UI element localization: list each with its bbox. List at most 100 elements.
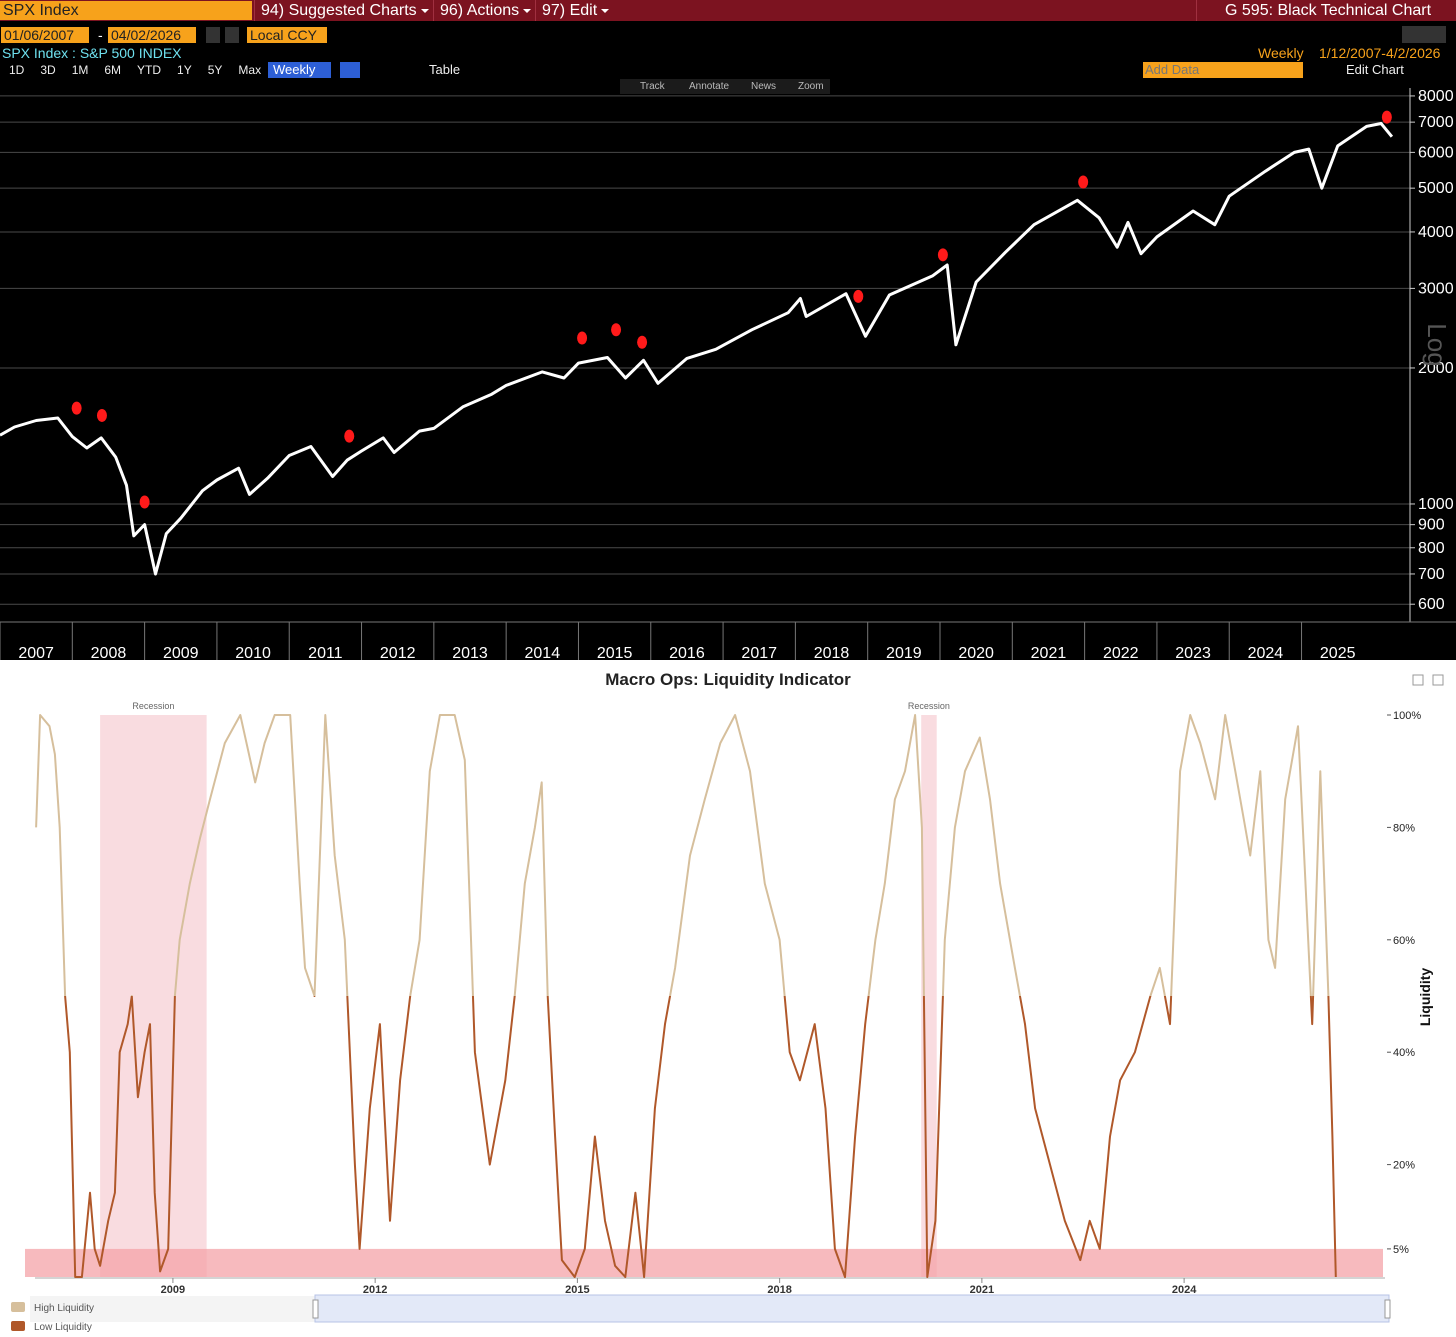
x-tick-label: 2021 <box>970 1284 994 1296</box>
x-tick-label: 2017 <box>741 645 777 660</box>
x-tick-label: 2009 <box>161 1284 185 1296</box>
period-button[interactable]: 1Y <box>177 63 192 77</box>
y-tick-label: 1000 <box>1418 496 1454 513</box>
y-tick-label: 100% <box>1393 710 1421 722</box>
period-button[interactable]: 5Y <box>207 63 223 77</box>
y-tick-label: 800 <box>1418 540 1445 557</box>
x-tick-label: 2009 <box>163 645 199 660</box>
undo-redo[interactable] <box>1402 26 1446 43</box>
signal-marker <box>139 495 150 509</box>
menu[interactable]: 96) Actions <box>433 0 537 21</box>
x-tick-label: 2007 <box>18 645 54 660</box>
icon[interactable] <box>1412 674 1424 686</box>
x-tick-label: 2021 <box>1031 645 1067 660</box>
period-button[interactable]: YTD <box>137 63 162 77</box>
menu[interactable]: 94) Suggested Charts <box>254 0 435 21</box>
currency[interactable]: Local CCY <box>247 27 327 43</box>
chart-type-button[interactable] <box>340 62 360 78</box>
start-date[interactable]: 01/06/2007 <box>1 27 89 43</box>
x-tick-label: 2008 <box>91 645 127 660</box>
x-tick-label: 2013 <box>452 645 488 660</box>
x-tick-label: 2012 <box>380 645 416 660</box>
edit-chart-button[interactable]: Edit Chart <box>1346 62 1404 77</box>
y-tick-label: 80% <box>1393 822 1415 834</box>
legend-swatch <box>11 1302 25 1312</box>
y-tick-label: 5000 <box>1418 180 1454 197</box>
spx-chart: 600 700 800 900 1000 2000 3000 4000 5000 6000 7000… <box>0 88 1456 660</box>
price-line <box>0 122 1394 576</box>
x-tick-label: 2020 <box>958 645 994 660</box>
tool-strip <box>620 79 830 94</box>
x-tick-label: 2019 <box>886 645 922 660</box>
period-button[interactable]: 6M <box>104 63 122 77</box>
y-tick-label: 2000 <box>1418 360 1454 377</box>
chart-name: G 595: Black Technical Chart <box>1196 0 1431 21</box>
x-tick-label: 2022 <box>1103 645 1139 660</box>
frequency-button[interactable]: Weekly <box>268 62 332 78</box>
signal-marker <box>637 335 648 349</box>
y-tick-label: 700 <box>1418 566 1445 583</box>
y-tick-label: 600 <box>1418 596 1445 613</box>
x-tick-label: 2018 <box>767 1284 791 1296</box>
title-bar <box>0 0 1456 21</box>
y-tick-label: 5% <box>1393 1244 1409 1256</box>
y-tick-label: 4000 <box>1418 224 1454 241</box>
period-button[interactable]: Max <box>238 63 262 77</box>
axis-label: Log <box>1422 323 1452 366</box>
icon[interactable] <box>1432 674 1444 686</box>
legend-label: High Liquidity <box>34 1303 94 1314</box>
signal-marker <box>71 401 82 415</box>
liquidity-line <box>35 714 1330 996</box>
y-tick-label: 7000 <box>1418 114 1454 131</box>
table-button[interactable]: Table <box>429 62 461 77</box>
navigator-left <box>30 1296 315 1322</box>
navigator[interactable] <box>314 1294 1390 1323</box>
signal-marker <box>853 289 864 303</box>
next-button[interactable] <box>225 27 239 43</box>
end-date[interactable]: 04/02/2026 <box>108 27 196 43</box>
x-tick-label: 2010 <box>235 645 271 660</box>
date-separator: - <box>98 27 103 43</box>
x-tick-label: 2024 <box>1172 1284 1197 1296</box>
menu[interactable]: 97) Edit <box>535 0 615 21</box>
add-data-input[interactable]: Add Data <box>1143 62 1303 78</box>
recession-label: Recession <box>908 701 950 711</box>
security-label: SPX Index : S&P 500 INDEX <box>2 45 182 61</box>
x-tick-label: 2012 <box>363 1284 387 1296</box>
x-tick-label: 2023 <box>1175 645 1211 660</box>
y-tick-label: 8000 <box>1418 88 1454 105</box>
x-tick-label: 2018 <box>814 645 850 660</box>
y-axis-label: Liquidity <box>1417 968 1433 1027</box>
signal-marker <box>96 408 107 422</box>
signal-marker <box>344 429 355 443</box>
legend-label: Low Liquidity <box>34 1322 92 1333</box>
period-button[interactable]: 1D <box>9 63 25 77</box>
x-tick-label: 2015 <box>597 645 633 660</box>
y-tick-label: 60% <box>1393 935 1415 947</box>
range-label: 1/12/2007-4/2/2026 <box>1319 45 1441 61</box>
x-tick-label: 2011 <box>308 645 343 660</box>
frequency-label: Weekly <box>1258 45 1304 61</box>
x-tick-label: 2015 <box>565 1284 589 1296</box>
recession-label: Recession <box>132 701 174 711</box>
y-tick-label: 20% <box>1393 1160 1415 1172</box>
navigator-handle[interactable] <box>1384 1299 1391 1319</box>
signal-marker <box>577 331 588 345</box>
tool-button[interactable]: Track <box>640 81 665 92</box>
prev-button[interactable] <box>206 27 220 43</box>
liquidity-line <box>64 996 1337 1278</box>
tool-button[interactable]: Annotate <box>689 81 730 92</box>
period-button[interactable]: 3D <box>40 63 56 77</box>
x-tick-label: 2024 <box>1248 645 1284 660</box>
navigator-handle[interactable] <box>312 1299 319 1319</box>
signal-marker <box>611 323 622 337</box>
period-button[interactable]: 1M <box>71 63 89 77</box>
threshold-band <box>25 1248 1383 1277</box>
tool-button[interactable]: News <box>751 81 777 92</box>
tool-button[interactable]: Zoom <box>798 81 824 92</box>
y-tick-label: 900 <box>1418 517 1445 534</box>
recession-band <box>100 715 207 1277</box>
signal-marker <box>937 248 948 262</box>
ticker-box[interactable]: SPX Index <box>0 1 252 20</box>
y-tick-label: 6000 <box>1418 144 1454 161</box>
